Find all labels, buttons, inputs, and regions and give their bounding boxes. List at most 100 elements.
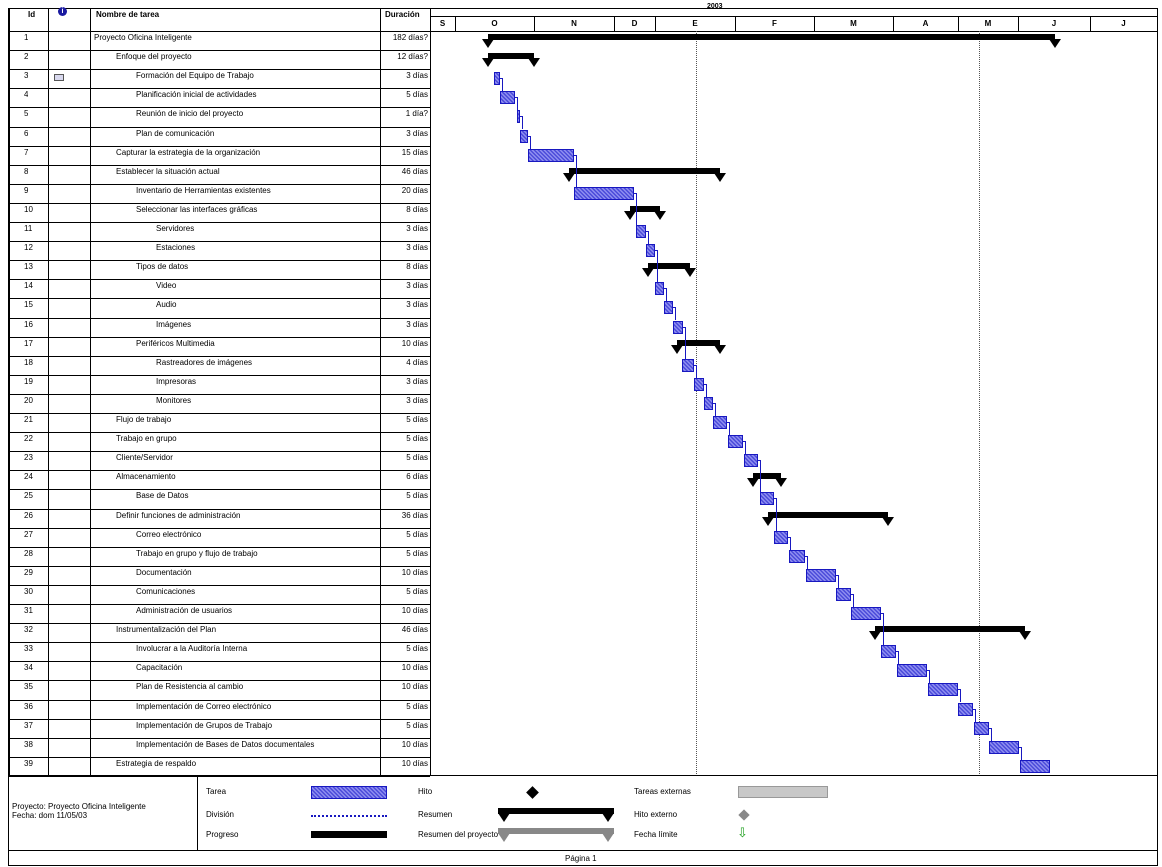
task-name: Documentación: [136, 567, 192, 577]
summary-bar: [488, 34, 1055, 40]
row-divider: [9, 260, 430, 262]
info-icon: i: [58, 7, 67, 16]
legend-project-name: Proyecto: Proyecto Oficina Inteligente: [12, 802, 146, 811]
task-id: 28: [24, 548, 33, 558]
task-bar: [574, 186, 634, 200]
task-duration: 3 días: [406, 243, 428, 253]
task-name: Reunión de inicio del proyecto: [136, 109, 244, 119]
summary-start-marker: [671, 344, 683, 354]
task-id: 7: [24, 147, 29, 157]
summary-cap-right-icon: [602, 813, 614, 822]
task-name: Flujo de trabajo: [116, 415, 172, 424]
dependency-link: [898, 651, 899, 665]
task-bar: [728, 435, 743, 449]
dependency-link: [574, 154, 577, 156]
task-bar: [682, 358, 694, 372]
dependency-link: [704, 383, 707, 385]
task-id: 13: [24, 262, 33, 272]
row-divider: [9, 222, 430, 223]
summary-start-marker: [624, 210, 636, 220]
task-bar: [704, 396, 713, 410]
month-divider: [534, 16, 535, 31]
task-bar: [520, 129, 528, 143]
task-name: Rastreadores de imágenes: [156, 357, 253, 367]
task-id: 23: [24, 453, 33, 463]
summary-start-marker: [747, 478, 759, 488]
task-name: Estrategia de respaldo: [116, 758, 197, 768]
month-label: M: [984, 19, 992, 28]
row-divider: [9, 604, 430, 605]
dependency-link: [805, 555, 808, 557]
task-id: 8: [24, 166, 29, 176]
task-id: 4: [24, 90, 29, 100]
task-duration: 3 días: [406, 71, 428, 81]
month-divider: [614, 16, 615, 31]
month-divider: [893, 16, 894, 31]
task-bar: [989, 740, 1019, 754]
task-name: Trabajo en grupo: [116, 434, 177, 444]
row-divider: [9, 680, 430, 682]
task-name: Formación del Equipo de Trabajo: [136, 71, 254, 81]
task-duration: 15 días: [401, 147, 428, 157]
dependency-link: [727, 422, 730, 423]
dependency-link: [683, 326, 686, 328]
task-bar: [974, 721, 989, 735]
row-divider: [9, 661, 430, 663]
row-divider: [9, 336, 430, 338]
dependency-link: [883, 613, 884, 646]
task-id: 17: [24, 338, 33, 348]
task-name: Plan de Resistencia al cambio: [136, 682, 244, 692]
task-duration: 10 días: [401, 663, 428, 673]
task-bar: [806, 568, 836, 582]
summary-start-marker: [762, 516, 774, 526]
task-id: 33: [24, 644, 33, 654]
task-duration: 5 días: [406, 415, 428, 424]
row-divider: [9, 298, 430, 300]
summary-start-marker: [869, 631, 881, 641]
task-name: Enfoque del proyecto: [116, 52, 192, 62]
legend-project-summary-label: Resumen del proyecto: [418, 830, 499, 839]
dependency-link: [1021, 746, 1022, 760]
header-bottom-line: [9, 31, 1157, 32]
row-divider: [9, 527, 430, 529]
task-name: Impresoras: [156, 376, 197, 386]
task-name: Involucrar a la Auditoría Interna: [136, 644, 248, 654]
row-divider: [9, 88, 430, 90]
dependency-link: [745, 441, 746, 455]
dependency-link: [1019, 746, 1022, 748]
task-bar: [713, 416, 727, 429]
row-divider: [9, 565, 430, 567]
row-divider: [9, 279, 430, 281]
task-bar: [881, 645, 896, 659]
task-duration: 5 días: [406, 644, 428, 654]
task-name: Instrumentalización del Plan: [116, 625, 217, 635]
task-bar: [1020, 759, 1050, 773]
legend-external-tasks-swatch: [738, 786, 828, 798]
dependency-link: [743, 441, 746, 443]
task-duration: 8 días: [406, 262, 428, 272]
task-duration: 5 días: [406, 90, 428, 100]
project-summary-cap-left-icon: [498, 833, 510, 842]
row-divider: [9, 317, 430, 319]
dependency-link: [975, 708, 976, 722]
task-id: 37: [24, 720, 33, 730]
dependency-link: [760, 460, 761, 493]
task-id: 10: [24, 204, 33, 214]
task-id: 15: [24, 300, 33, 310]
id-header: Id: [28, 10, 36, 19]
dependency-link: [991, 727, 992, 741]
dependency-link: [729, 422, 730, 436]
row-divider: [9, 432, 430, 434]
row-divider: [9, 145, 430, 147]
dependency-link: [853, 593, 854, 607]
dependency-link: [973, 708, 976, 710]
task-id: 14: [24, 281, 33, 291]
month-divider: [735, 16, 736, 31]
dependency-link: [636, 192, 637, 225]
task-bar: [897, 664, 927, 678]
summary-bar: [569, 167, 720, 174]
task-id: 26: [24, 510, 33, 520]
summary-bar: [630, 205, 660, 212]
month-label: S: [439, 19, 446, 28]
task-id: 31: [24, 606, 33, 615]
